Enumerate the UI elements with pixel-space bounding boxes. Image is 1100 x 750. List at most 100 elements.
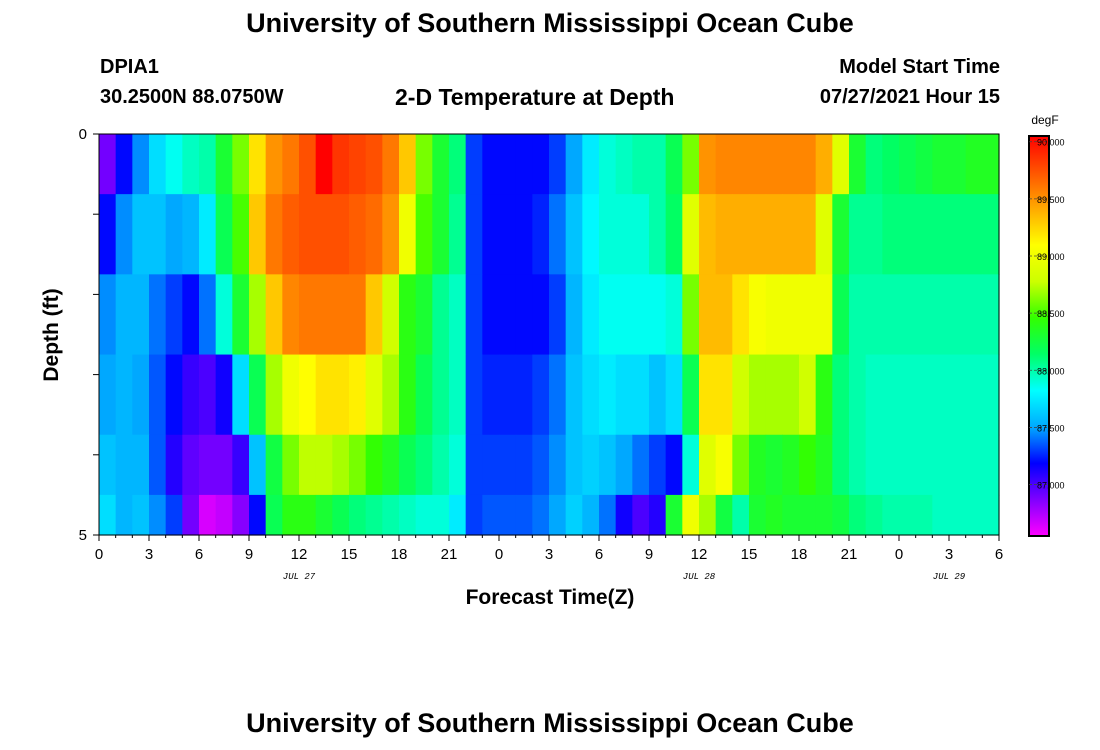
heatmap-cell [932, 434, 950, 496]
heatmap-cell [865, 494, 883, 536]
x-tick-label: 18 [391, 546, 408, 563]
heatmap-cell [465, 274, 483, 356]
heatmap-cell [799, 194, 817, 275]
heatmap-cell [315, 434, 333, 496]
heatmap-cell [499, 274, 517, 356]
heatmap-cell [982, 494, 1000, 536]
heatmap-cell [799, 354, 817, 436]
heatmap-cell [232, 354, 250, 436]
heatmap-cell [949, 354, 967, 436]
colorbar-gradient [1028, 135, 1050, 537]
heatmap-cell [682, 354, 700, 436]
heatmap-cell [599, 194, 617, 275]
model-start-label: Model Start Time [839, 56, 1000, 78]
heatmap-cell [365, 134, 383, 195]
heatmap-cell [432, 494, 450, 536]
colorbar-tick-label: 89.500 [1037, 195, 1065, 205]
heatmap-cell [115, 354, 133, 436]
heatmap-cell [982, 354, 1000, 436]
heatmap-cell [965, 354, 983, 436]
heatmap-cell [515, 354, 533, 436]
heatmap-cell [365, 494, 383, 536]
heatmap-cell [232, 134, 250, 195]
heatmap-cell [565, 354, 583, 436]
heatmap-cell [932, 274, 950, 356]
heatmap-cell [465, 194, 483, 275]
heatmap-cell [532, 434, 550, 496]
heatmap-cell [165, 354, 183, 436]
heatmap-cell [832, 354, 850, 436]
heatmap-cell [899, 274, 917, 356]
heatmap-cell [399, 134, 417, 195]
heatmap-cell [782, 354, 800, 436]
heatmap-cell [949, 494, 967, 536]
heatmap-cell [865, 434, 883, 496]
heatmap-cell [432, 134, 450, 195]
heatmap-cell [415, 134, 433, 195]
heatmap-cell [299, 134, 317, 195]
heatmap-cell [99, 134, 117, 195]
heatmap-cell [665, 194, 683, 275]
heatmap-cell [715, 434, 733, 496]
heatmap-cell [365, 434, 383, 496]
heatmap-cell [382, 354, 400, 436]
heatmap-cell [799, 134, 817, 195]
heatmap-cell [915, 434, 933, 496]
colorbar-tick-label: 87.000 [1037, 481, 1065, 491]
heatmap-cell [765, 494, 783, 536]
heatmap-cell [149, 354, 167, 436]
heatmap-cell [265, 354, 283, 436]
x-tick-label: 21 [441, 546, 458, 563]
heatmap-cell [399, 434, 417, 496]
heatmap-cell [782, 274, 800, 356]
heatmap-cell [182, 194, 200, 275]
heatmap-cell [515, 194, 533, 275]
heatmap-cell [665, 434, 683, 496]
heatmap-cell [115, 274, 133, 356]
heatmap-cell [265, 134, 283, 195]
heatmap-cell [465, 134, 483, 195]
x-tick-label: 6 [995, 546, 1003, 563]
heatmap-cell [449, 434, 467, 496]
heatmap-cell [949, 434, 967, 496]
heatmap-cell [299, 354, 317, 436]
heatmap-cell [115, 434, 133, 496]
heatmap-cell [382, 274, 400, 356]
heatmap-cell [365, 354, 383, 436]
heatmap-cell [332, 434, 350, 496]
heatmap-cell [282, 134, 300, 195]
heatmap-cell [582, 134, 600, 195]
heatmap-cell [665, 354, 683, 436]
heatmap-cell [882, 354, 900, 436]
heatmap-cell [699, 354, 717, 436]
heatmap-cell [99, 274, 117, 356]
heatmap-cell [115, 194, 133, 275]
heatmap-cell [199, 134, 217, 195]
heatmap-cell [682, 434, 700, 496]
heatmap-cell [482, 194, 500, 275]
heatmap-cell [165, 494, 183, 536]
heatmap-cell [832, 194, 850, 275]
heatmap-cell [749, 494, 767, 536]
heatmap-cell [99, 194, 117, 275]
heatmap-cell [415, 434, 433, 496]
y-tick-label: 0 [79, 126, 87, 143]
page-title: University of Southern Mississippi Ocean… [246, 8, 854, 38]
heatmap-cell [215, 434, 233, 496]
heatmap-cells [99, 134, 1000, 536]
x-axis-label: Forecast Time(Z) [466, 586, 635, 609]
heatmap-cell [599, 434, 617, 496]
heatmap-cell [749, 354, 767, 436]
station-id: DPIA1 [100, 56, 159, 78]
heatmap-cell [632, 194, 650, 275]
heatmap-cell [582, 354, 600, 436]
heatmap-cell [599, 494, 617, 536]
heatmap-cell [449, 134, 467, 195]
x-tick-label: 12 [291, 546, 308, 563]
heatmap-cell [232, 434, 250, 496]
heatmap-cell [765, 274, 783, 356]
heatmap-cell [682, 134, 700, 195]
x-tick-label: 3 [145, 546, 153, 563]
heatmap-cell [799, 494, 817, 536]
heatmap-cell [649, 274, 667, 356]
